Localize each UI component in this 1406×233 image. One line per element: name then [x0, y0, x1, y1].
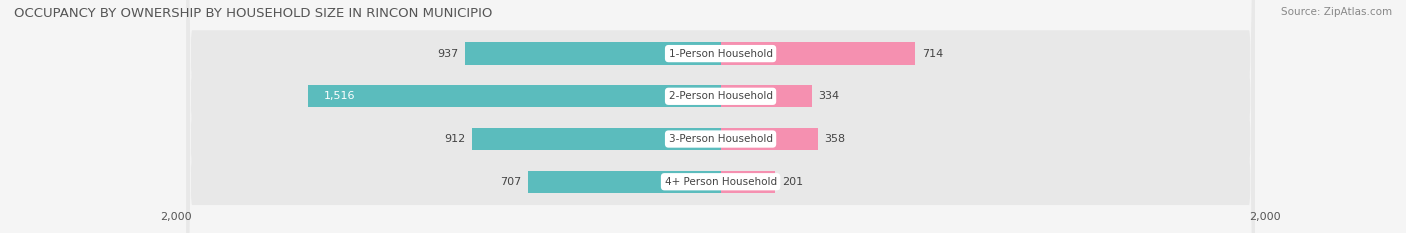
Bar: [721, 128, 818, 150]
Bar: [465, 42, 721, 65]
Text: OCCUPANCY BY OWNERSHIP BY HOUSEHOLD SIZE IN RINCON MUNICIPIO: OCCUPANCY BY OWNERSHIP BY HOUSEHOLD SIZE…: [14, 7, 492, 20]
Text: 707: 707: [501, 177, 522, 187]
Bar: [721, 85, 811, 107]
Text: 2-Person Household: 2-Person Household: [669, 91, 772, 101]
Text: 1-Person Household: 1-Person Household: [669, 49, 772, 58]
Text: 4+ Person Household: 4+ Person Household: [665, 177, 776, 187]
FancyBboxPatch shape: [187, 0, 1254, 233]
Bar: [721, 42, 915, 65]
Bar: [308, 85, 721, 107]
Text: 714: 714: [921, 49, 943, 58]
Text: 912: 912: [444, 134, 465, 144]
Text: 201: 201: [782, 177, 803, 187]
Text: 937: 937: [437, 49, 458, 58]
Bar: [721, 171, 775, 193]
FancyBboxPatch shape: [187, 0, 1254, 233]
Bar: [529, 171, 721, 193]
Text: 3-Person Household: 3-Person Household: [669, 134, 772, 144]
Text: Source: ZipAtlas.com: Source: ZipAtlas.com: [1281, 7, 1392, 17]
Text: 358: 358: [825, 134, 846, 144]
FancyBboxPatch shape: [187, 0, 1254, 233]
Bar: [472, 128, 721, 150]
FancyBboxPatch shape: [187, 0, 1254, 233]
Text: 334: 334: [818, 91, 839, 101]
Text: 1,516: 1,516: [323, 91, 356, 101]
